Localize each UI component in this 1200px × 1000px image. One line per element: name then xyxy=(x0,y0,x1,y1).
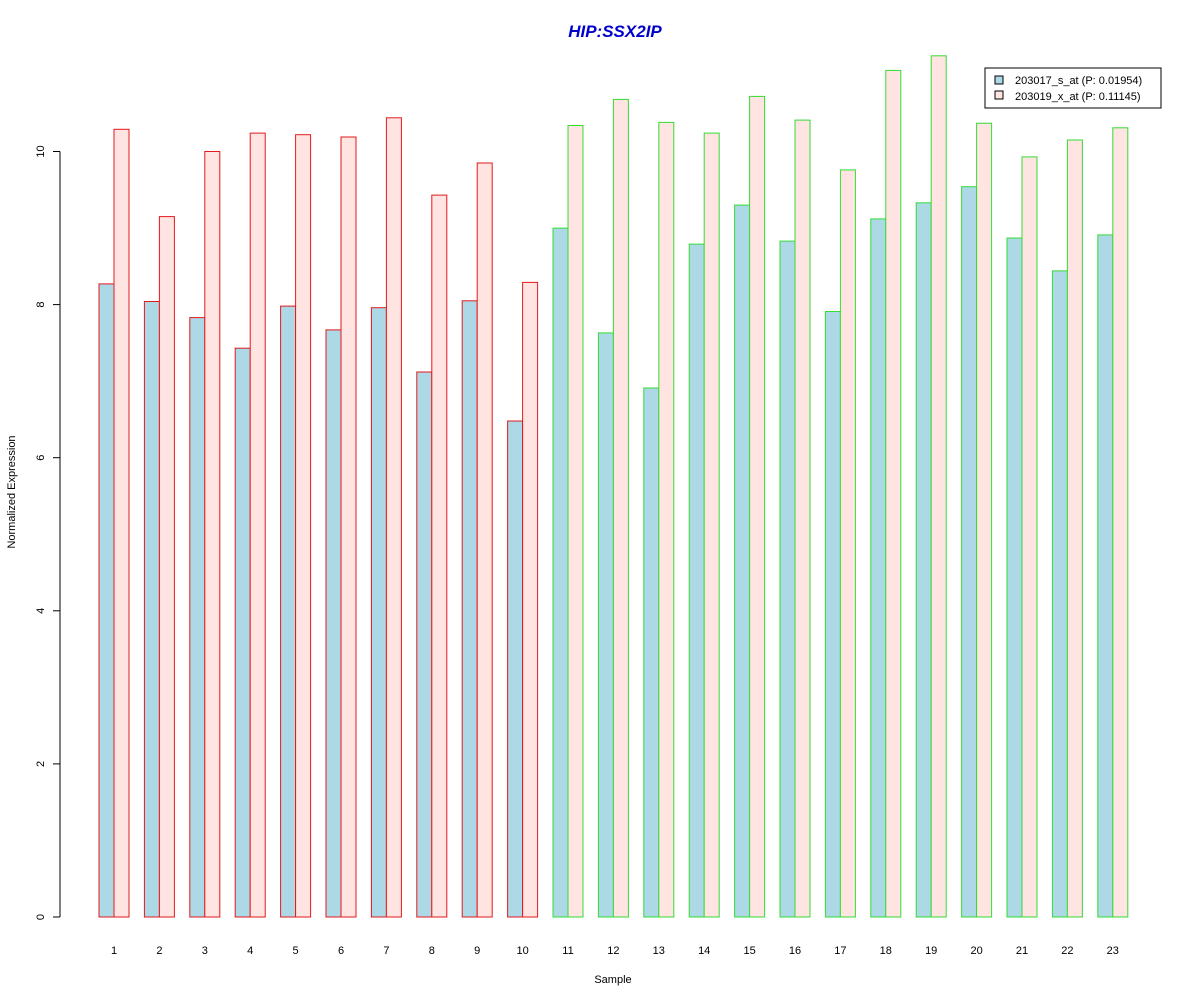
x-axis-tick-labels: 1 2 3 4 5 6 7 8 9 10 11 12 13 14 15 16 17 18 19 20 21 22 23 xyxy=(111,945,1119,957)
bar-series-2-sample-18 xyxy=(885,69,902,918)
bar-series-2-sample-12 xyxy=(612,98,629,918)
bar-series-2-sample-9 xyxy=(476,162,493,918)
bar-series-1-sample-11 xyxy=(552,227,569,918)
y-axis-tick-label: 10 xyxy=(35,145,47,157)
bar-series-1-sample-15 xyxy=(734,204,751,918)
x-axis-tick-label: 3 xyxy=(202,945,208,957)
bar-series-1-sample-14 xyxy=(688,243,705,918)
x-axis-tick-label: 2 xyxy=(156,945,162,957)
bar-series-1-sample-8 xyxy=(416,371,433,918)
bar-series-1-sample-3 xyxy=(189,317,206,918)
bar-series-2-sample-1 xyxy=(113,128,130,918)
bars xyxy=(98,55,1129,918)
y-axis-tick-label: 4 xyxy=(35,608,47,614)
x-axis-tick-label: 18 xyxy=(880,945,892,957)
bar-series-2-sample-6 xyxy=(340,136,357,918)
x-axis-tick-label: 6 xyxy=(338,945,344,957)
x-axis-tick-label: 7 xyxy=(383,945,389,957)
bar-series-1-sample-20 xyxy=(961,186,978,918)
x-axis-tick-label: 21 xyxy=(1016,945,1028,957)
legend-label-series-2: 203019_x_at (P: 0.11145) xyxy=(1015,91,1141,103)
bar-series-2-sample-14 xyxy=(703,132,720,918)
legend-swatch-series-2 xyxy=(994,90,1004,100)
x-axis-tick-label: 19 xyxy=(925,945,937,957)
x-axis-tick-label: 22 xyxy=(1061,945,1073,957)
bar-series-1-sample-16 xyxy=(779,240,796,918)
bar-series-2-sample-22 xyxy=(1066,139,1083,918)
x-axis-tick-label: 9 xyxy=(474,945,480,957)
legend: 203017_s_at (P: 0.01954) 203019_x_at (P:… xyxy=(984,67,1162,109)
bar-series-1-sample-21 xyxy=(1006,237,1023,918)
bar-series-1-sample-4 xyxy=(234,347,251,918)
y-axis-tick-label: 0 xyxy=(35,914,47,920)
bar-series-1-sample-5 xyxy=(280,305,297,918)
x-axis-tick-label: 12 xyxy=(607,945,619,957)
bar-series-2-sample-17 xyxy=(839,169,856,918)
chart-title: HIP:SSX2IP xyxy=(568,22,662,41)
x-axis-tick-label: 10 xyxy=(516,945,528,957)
x-axis-tick-label: 13 xyxy=(653,945,665,957)
bar-series-1-sample-19 xyxy=(915,202,932,918)
bar-series-1-sample-9 xyxy=(461,300,478,918)
bar-series-2-sample-2 xyxy=(158,216,175,918)
x-axis-tick-label: 14 xyxy=(698,945,710,957)
bar-series-2-sample-5 xyxy=(295,134,312,918)
bar-series-2-sample-4 xyxy=(249,132,266,918)
x-axis-tick-label: 23 xyxy=(1107,945,1119,957)
x-axis-tick-label: 5 xyxy=(293,945,299,957)
x-axis-tick-label: 15 xyxy=(743,945,755,957)
bar-series-1-sample-18 xyxy=(870,218,887,918)
bar-series-1-sample-7 xyxy=(370,307,387,918)
bar-series-2-sample-15 xyxy=(749,95,766,918)
bar-series-2-sample-8 xyxy=(431,194,448,918)
y-axis: 0 2 4 6 8 10 xyxy=(35,145,61,920)
bar-series-2-sample-23 xyxy=(1112,127,1129,918)
bar-series-1-sample-13 xyxy=(643,387,660,918)
x-axis-tick-label: 4 xyxy=(247,945,253,957)
bar-series-1-sample-17 xyxy=(824,311,841,918)
x-axis-tick-label: 16 xyxy=(789,945,801,957)
y-axis-tick-label: 6 xyxy=(35,455,47,461)
bar-series-1-sample-6 xyxy=(325,329,342,918)
bar-series-2-sample-20 xyxy=(976,122,993,918)
bar-series-2-sample-3 xyxy=(204,151,221,918)
x-axis-tick-label: 20 xyxy=(970,945,982,957)
bar-series-2-sample-19 xyxy=(930,55,947,918)
bar-series-1-sample-1 xyxy=(98,283,115,918)
y-axis-tick-label: 2 xyxy=(35,761,47,767)
x-axis-tick-label: 1 xyxy=(111,945,117,957)
legend-label-series-1: 203017_s_at (P: 0.01954) xyxy=(1015,75,1142,87)
bar-series-2-sample-13 xyxy=(658,121,675,918)
bar-series-2-sample-7 xyxy=(385,117,402,918)
bar-series-1-sample-10 xyxy=(507,420,524,918)
bar-series-1-sample-2 xyxy=(143,301,160,918)
legend-swatch-series-1 xyxy=(994,75,1004,85)
bar-series-1-sample-23 xyxy=(1097,234,1114,918)
bar-series-2-sample-21 xyxy=(1021,156,1038,918)
bar-series-1-sample-12 xyxy=(597,332,614,918)
x-axis-tick-label: 17 xyxy=(834,945,846,957)
bar-series-2-sample-11 xyxy=(567,125,584,918)
x-axis-label: Sample xyxy=(594,974,631,986)
x-axis-tick-label: 11 xyxy=(562,945,573,957)
x-axis-tick-label: 8 xyxy=(429,945,435,957)
y-axis-tick-label: 8 xyxy=(35,302,47,308)
y-axis-label: Normalized Expression xyxy=(6,435,18,548)
bar-series-1-sample-22 xyxy=(1051,270,1068,918)
bar-series-2-sample-10 xyxy=(522,281,539,918)
bar-series-2-sample-16 xyxy=(794,119,811,918)
legend-box xyxy=(984,67,1162,109)
